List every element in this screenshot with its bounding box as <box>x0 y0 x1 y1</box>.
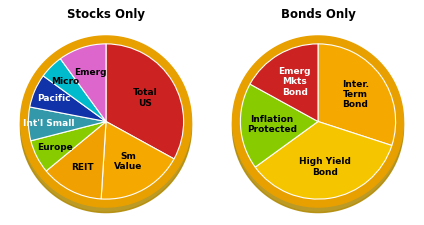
Wedge shape <box>30 76 106 122</box>
Title: Bonds Only: Bonds Only <box>281 8 355 21</box>
Wedge shape <box>46 122 106 199</box>
Wedge shape <box>240 84 318 167</box>
Text: Pacific: Pacific <box>37 94 70 103</box>
Wedge shape <box>101 122 174 199</box>
Text: Inter.
Term
Bond: Inter. Term Bond <box>342 80 368 109</box>
Wedge shape <box>31 122 106 171</box>
Text: Total
US: Total US <box>133 88 158 108</box>
Text: Sm
Value: Sm Value <box>114 152 142 171</box>
Wedge shape <box>106 44 184 159</box>
Text: High Yield
Bond: High Yield Bond <box>299 157 351 177</box>
Text: Micro: Micro <box>52 77 80 86</box>
Polygon shape <box>232 41 404 213</box>
Text: REIT: REIT <box>71 163 94 172</box>
Text: Inflation
Protected: Inflation Protected <box>247 115 297 134</box>
Wedge shape <box>250 44 318 122</box>
Text: Emerg
Mkts
Bond: Emerg Mkts Bond <box>279 67 311 97</box>
Wedge shape <box>318 44 396 146</box>
Wedge shape <box>28 107 106 141</box>
Text: Emerg: Emerg <box>74 68 106 77</box>
Wedge shape <box>255 122 392 199</box>
Title: Stocks Only: Stocks Only <box>67 8 145 21</box>
Wedge shape <box>60 44 106 122</box>
Wedge shape <box>43 59 106 122</box>
Polygon shape <box>232 36 404 207</box>
Polygon shape <box>20 36 192 207</box>
Text: Europe: Europe <box>37 143 73 152</box>
Polygon shape <box>20 41 192 213</box>
Text: Int'l Small: Int'l Small <box>23 119 75 128</box>
